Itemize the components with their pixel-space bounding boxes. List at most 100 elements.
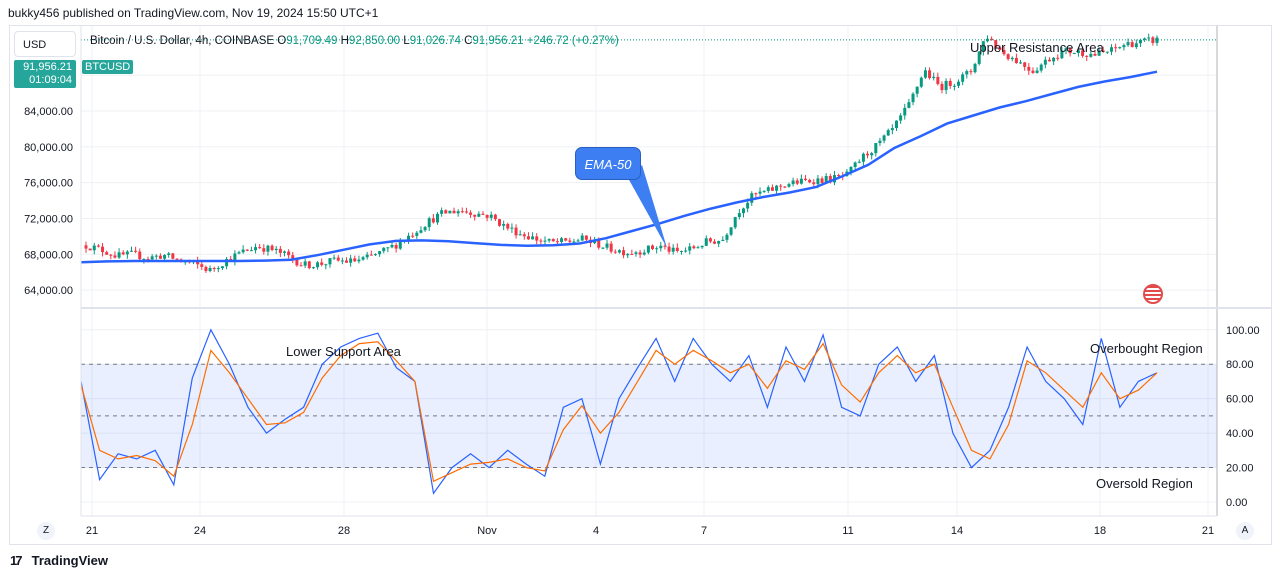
candle-body (601, 247, 605, 249)
candle-body (791, 180, 795, 185)
candle-body (1076, 50, 1080, 54)
legend-title: Bitcoin / U.S. Dollar, 4h, COINBASE (90, 35, 275, 47)
candle-body (398, 241, 402, 249)
candle-body (936, 76, 940, 84)
candle-body (646, 245, 650, 253)
stochastic (81, 328, 1158, 495)
auto-scale-button[interactable]: A (1236, 522, 1254, 540)
candle-body (671, 247, 675, 252)
legend-h-label: H (340, 35, 349, 47)
candle-body (386, 247, 390, 249)
candle-body (1056, 57, 1060, 59)
price-tick-label: 76,000.00 (24, 178, 73, 190)
candle-body (1019, 62, 1023, 64)
candle-body (299, 265, 303, 267)
candle-body (741, 208, 745, 214)
candle-body (142, 258, 146, 260)
candle-body (208, 268, 212, 272)
candle-body (919, 77, 923, 87)
candle-body (651, 245, 655, 250)
candle-body (1002, 49, 1006, 55)
x-tick-label: 28 (338, 525, 350, 537)
candle-body (382, 247, 386, 252)
candle-body (225, 258, 229, 267)
candle-body (212, 268, 216, 270)
candle-body (493, 214, 497, 220)
candle-body (324, 264, 328, 266)
candle-body (944, 80, 948, 91)
candle-body (1043, 59, 1047, 65)
candle-body (88, 248, 92, 251)
candle-body (688, 246, 692, 251)
candle-body (117, 252, 121, 258)
ema-callout-pointer (628, 165, 667, 248)
price-tick-label: 80,000.00 (24, 142, 73, 154)
stoch-tick-label: 20.00 (1226, 463, 1254, 475)
ema-callout: EMA-50 (575, 147, 641, 180)
candle-body (981, 41, 985, 52)
candle-body (994, 40, 998, 48)
candle-body (518, 234, 522, 236)
candle-body (804, 178, 808, 180)
tradingview-logo: 17 TradingView (10, 553, 108, 568)
candle-body (630, 253, 634, 255)
candle-body (237, 252, 241, 254)
candle-body (580, 235, 584, 241)
candle-body (134, 250, 138, 252)
candle-body (746, 202, 750, 209)
x-tick-label: 7 (701, 525, 707, 537)
us-flag-icon[interactable] (1143, 284, 1163, 304)
candle-body (411, 235, 415, 237)
candle-body (1014, 57, 1018, 64)
x-tick-label: 24 (194, 525, 206, 537)
currency-button[interactable]: USD (14, 31, 76, 57)
candle-body (1105, 51, 1109, 53)
stoch-tick-label: 0.00 (1226, 497, 1247, 509)
stoch-bands (81, 363, 1217, 469)
candle-body (423, 227, 427, 231)
candle-body (481, 213, 485, 215)
candle-body (1143, 38, 1147, 40)
candle-body (125, 251, 129, 255)
candle-body (332, 257, 336, 259)
candle-body (291, 255, 295, 260)
candle-body (138, 251, 142, 260)
candle-body (311, 267, 315, 269)
candle-body (295, 259, 299, 266)
candle-body (1122, 45, 1126, 48)
candle-body (245, 249, 249, 251)
symbol-tag: BTCUSD (82, 60, 134, 74)
candle-body (684, 250, 688, 252)
candle-body (502, 223, 506, 226)
candle-body (783, 186, 787, 188)
candle-body (952, 85, 956, 87)
candle-body (1138, 39, 1142, 44)
candle-body (903, 107, 907, 116)
candle-body (1035, 70, 1039, 73)
x-tick-label: 4 (593, 525, 599, 537)
candle-body (965, 71, 969, 75)
price-tag: 91,956.21 01:09:04 (14, 60, 76, 88)
candle-body (175, 258, 179, 260)
candle-body (254, 247, 258, 251)
lower-support-label: Lower Support Area (286, 344, 401, 359)
candle-body (535, 236, 539, 241)
candle-body (278, 248, 282, 253)
tradingview-brand: TradingView (31, 553, 108, 568)
candle-body (415, 232, 419, 236)
candle-body (969, 71, 973, 73)
candle-body (526, 236, 530, 240)
candle-body (444, 210, 448, 214)
candle-body (824, 176, 828, 183)
candle-body (340, 260, 344, 262)
zoom-button[interactable]: Z (37, 522, 55, 540)
candle-body (973, 63, 977, 73)
candle-body (820, 178, 824, 183)
candle-body (129, 250, 133, 252)
candle-body (659, 245, 663, 249)
stoch-tick-label: 40.00 (1226, 428, 1254, 440)
candle-body (146, 258, 150, 260)
legend-high: 92,850.00 (348, 35, 401, 47)
candle-body (923, 70, 927, 78)
